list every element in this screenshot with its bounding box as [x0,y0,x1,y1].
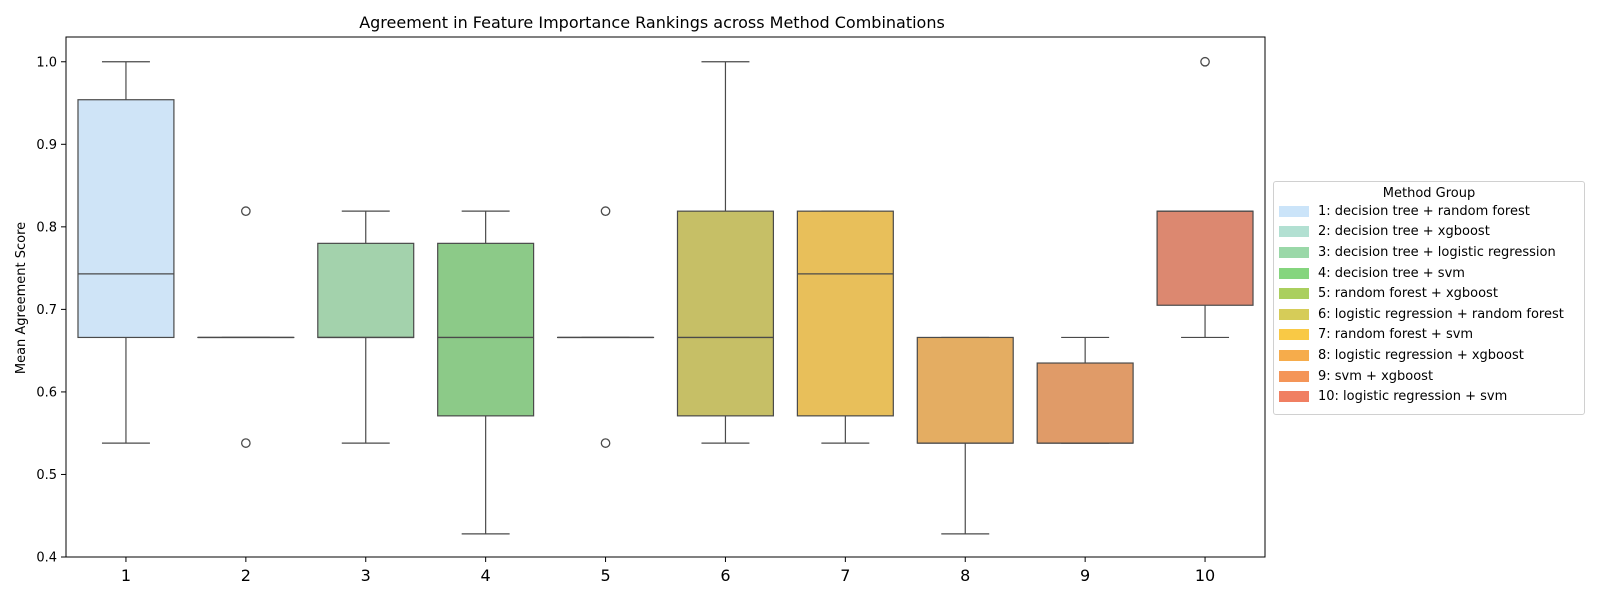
x-tick-label: 2 [241,566,251,585]
legend-item: 2: decision tree + xgboost [1279,222,1584,243]
box-4 [437,242,535,417]
x-tick-label: 1 [121,566,131,585]
legend-item: 4: decision tree + svm [1279,263,1584,284]
box-1 [77,99,175,339]
legend-swatch [1279,329,1309,341]
y-tick-label: 0.6 [36,385,57,400]
chart-title: Agreement in Feature Importance Rankings… [359,13,945,32]
legend-label: 7: random forest + svm [1318,327,1474,343]
legend-label: 10: logistic regression + svm [1318,389,1508,405]
legend-label: 6: logistic regression + random forest [1318,306,1564,322]
x-tick-label: 8 [960,566,970,585]
legend-swatch [1279,308,1309,320]
box-9 [1036,362,1134,444]
legend: Method Group 1: decision tree + random f… [1273,181,1585,415]
x-tick-label: 10 [1195,566,1215,585]
y-tick-label: 0.5 [36,468,57,483]
box-6 [676,210,775,417]
y-tick-label: 1.0 [36,55,57,70]
box-3 [317,242,415,339]
y-tick-label: 0.7 [36,303,57,318]
legend-label: 3: decision tree + logistic regression [1318,244,1556,260]
legend-items: 1: decision tree + random forest 2: decis… [1274,201,1584,407]
legend-swatch [1279,246,1309,258]
plot-area: 0.4 0.5 0.6 0.7 0.8 0.9 1.0 1 2 3 4 5 6 7 8 9 10 [36,36,1266,585]
legend-item: 3: decision tree + logistic regression [1279,242,1584,263]
outlier-point [241,206,251,217]
x-tick-label: 9 [1080,566,1090,585]
legend-item: 8: logistic regression + xgboost [1279,345,1584,366]
box-8 [916,336,1014,444]
outlier-point [600,438,611,448]
outlier-point [600,206,611,217]
legend-item: 5: random forest + xgboost [1279,283,1584,304]
x-tick-label: 5 [600,566,610,585]
legend-label: 5: random forest + xgboost [1318,286,1498,302]
y-tick-label: 0.4 [36,551,57,566]
legend-title: Method Group [1382,186,1476,201]
legend-label: 9: svm + xgboost [1318,368,1434,384]
x-tick-label: 3 [361,566,371,585]
legend-swatch [1279,205,1309,217]
outlier-point [241,438,251,448]
legend-label: 8: logistic regression + xgboost [1318,347,1524,363]
y-tick-label: 0.9 [36,138,57,153]
legend-label: 4: decision tree + svm [1318,265,1465,281]
x-tick-label: 4 [481,566,491,585]
legend-swatch [1279,267,1309,279]
legend-swatch [1279,226,1309,238]
legend-swatch [1279,349,1309,361]
legend-label: 2: decision tree + xgboost [1318,224,1490,240]
outlier-point [1200,56,1210,67]
y-axis-label: Mean Agreement Score [14,222,29,374]
legend-item: 6: logistic regression + random forest [1279,304,1584,325]
legend-item: 10: logistic regression + svm [1279,386,1584,407]
legend-swatch [1279,370,1309,382]
box-10 [1156,210,1254,306]
x-tick-label: 6 [720,566,730,585]
legend-item: 7: random forest + svm [1279,325,1584,346]
legend-item: 1: decision tree + random forest [1279,201,1584,222]
legend-label: 1: decision tree + random forest [1318,203,1530,219]
y-tick-label: 0.8 [36,220,57,235]
box-7 [796,210,894,417]
legend-swatch [1279,391,1309,403]
x-tick-label: 7 [840,566,850,585]
legend-swatch [1279,288,1309,300]
axes-frame [65,36,1266,558]
legend-item: 9: svm + xgboost [1279,366,1584,387]
